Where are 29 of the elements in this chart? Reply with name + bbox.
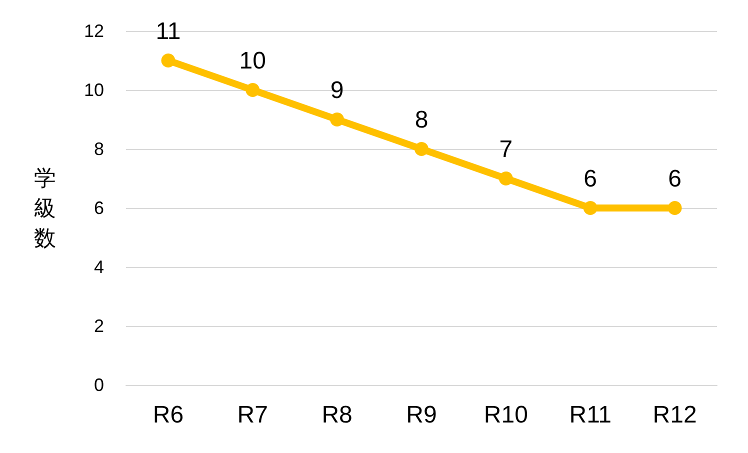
point xyxy=(161,54,176,68)
data-label: 7 xyxy=(499,136,513,163)
data-label: 6 xyxy=(668,166,682,192)
point xyxy=(583,201,598,215)
y-tick-label: 10 xyxy=(84,80,104,100)
y-tick-label: 6 xyxy=(94,198,104,218)
y-tick-label: 4 xyxy=(94,257,104,277)
data-label: 10 xyxy=(239,48,266,74)
x-tick-label: R8 xyxy=(322,402,352,428)
point xyxy=(668,201,682,215)
x-tick-label: R12 xyxy=(652,402,697,428)
y-axis-title: 学級数 xyxy=(34,166,56,250)
data-label: 8 xyxy=(414,106,428,134)
x-tick-label: R10 xyxy=(484,402,528,428)
data-label: 9 xyxy=(330,77,344,104)
data-label: 6 xyxy=(584,166,598,192)
y-tick-label: 2 xyxy=(94,316,104,336)
x-tick-label: R11 xyxy=(569,402,612,428)
y-tick-label: 0 xyxy=(94,375,104,395)
y-tick-label: 8 xyxy=(94,139,104,159)
x-tick-label: R6 xyxy=(152,402,184,428)
x-tick-label: R7 xyxy=(237,402,268,428)
point xyxy=(498,172,513,186)
data-label: 11 xyxy=(156,18,181,45)
y-tick-label: 12 xyxy=(84,21,104,41)
x-tick-label: R9 xyxy=(406,402,437,428)
point xyxy=(330,112,344,126)
point xyxy=(414,142,428,156)
point xyxy=(246,83,260,97)
